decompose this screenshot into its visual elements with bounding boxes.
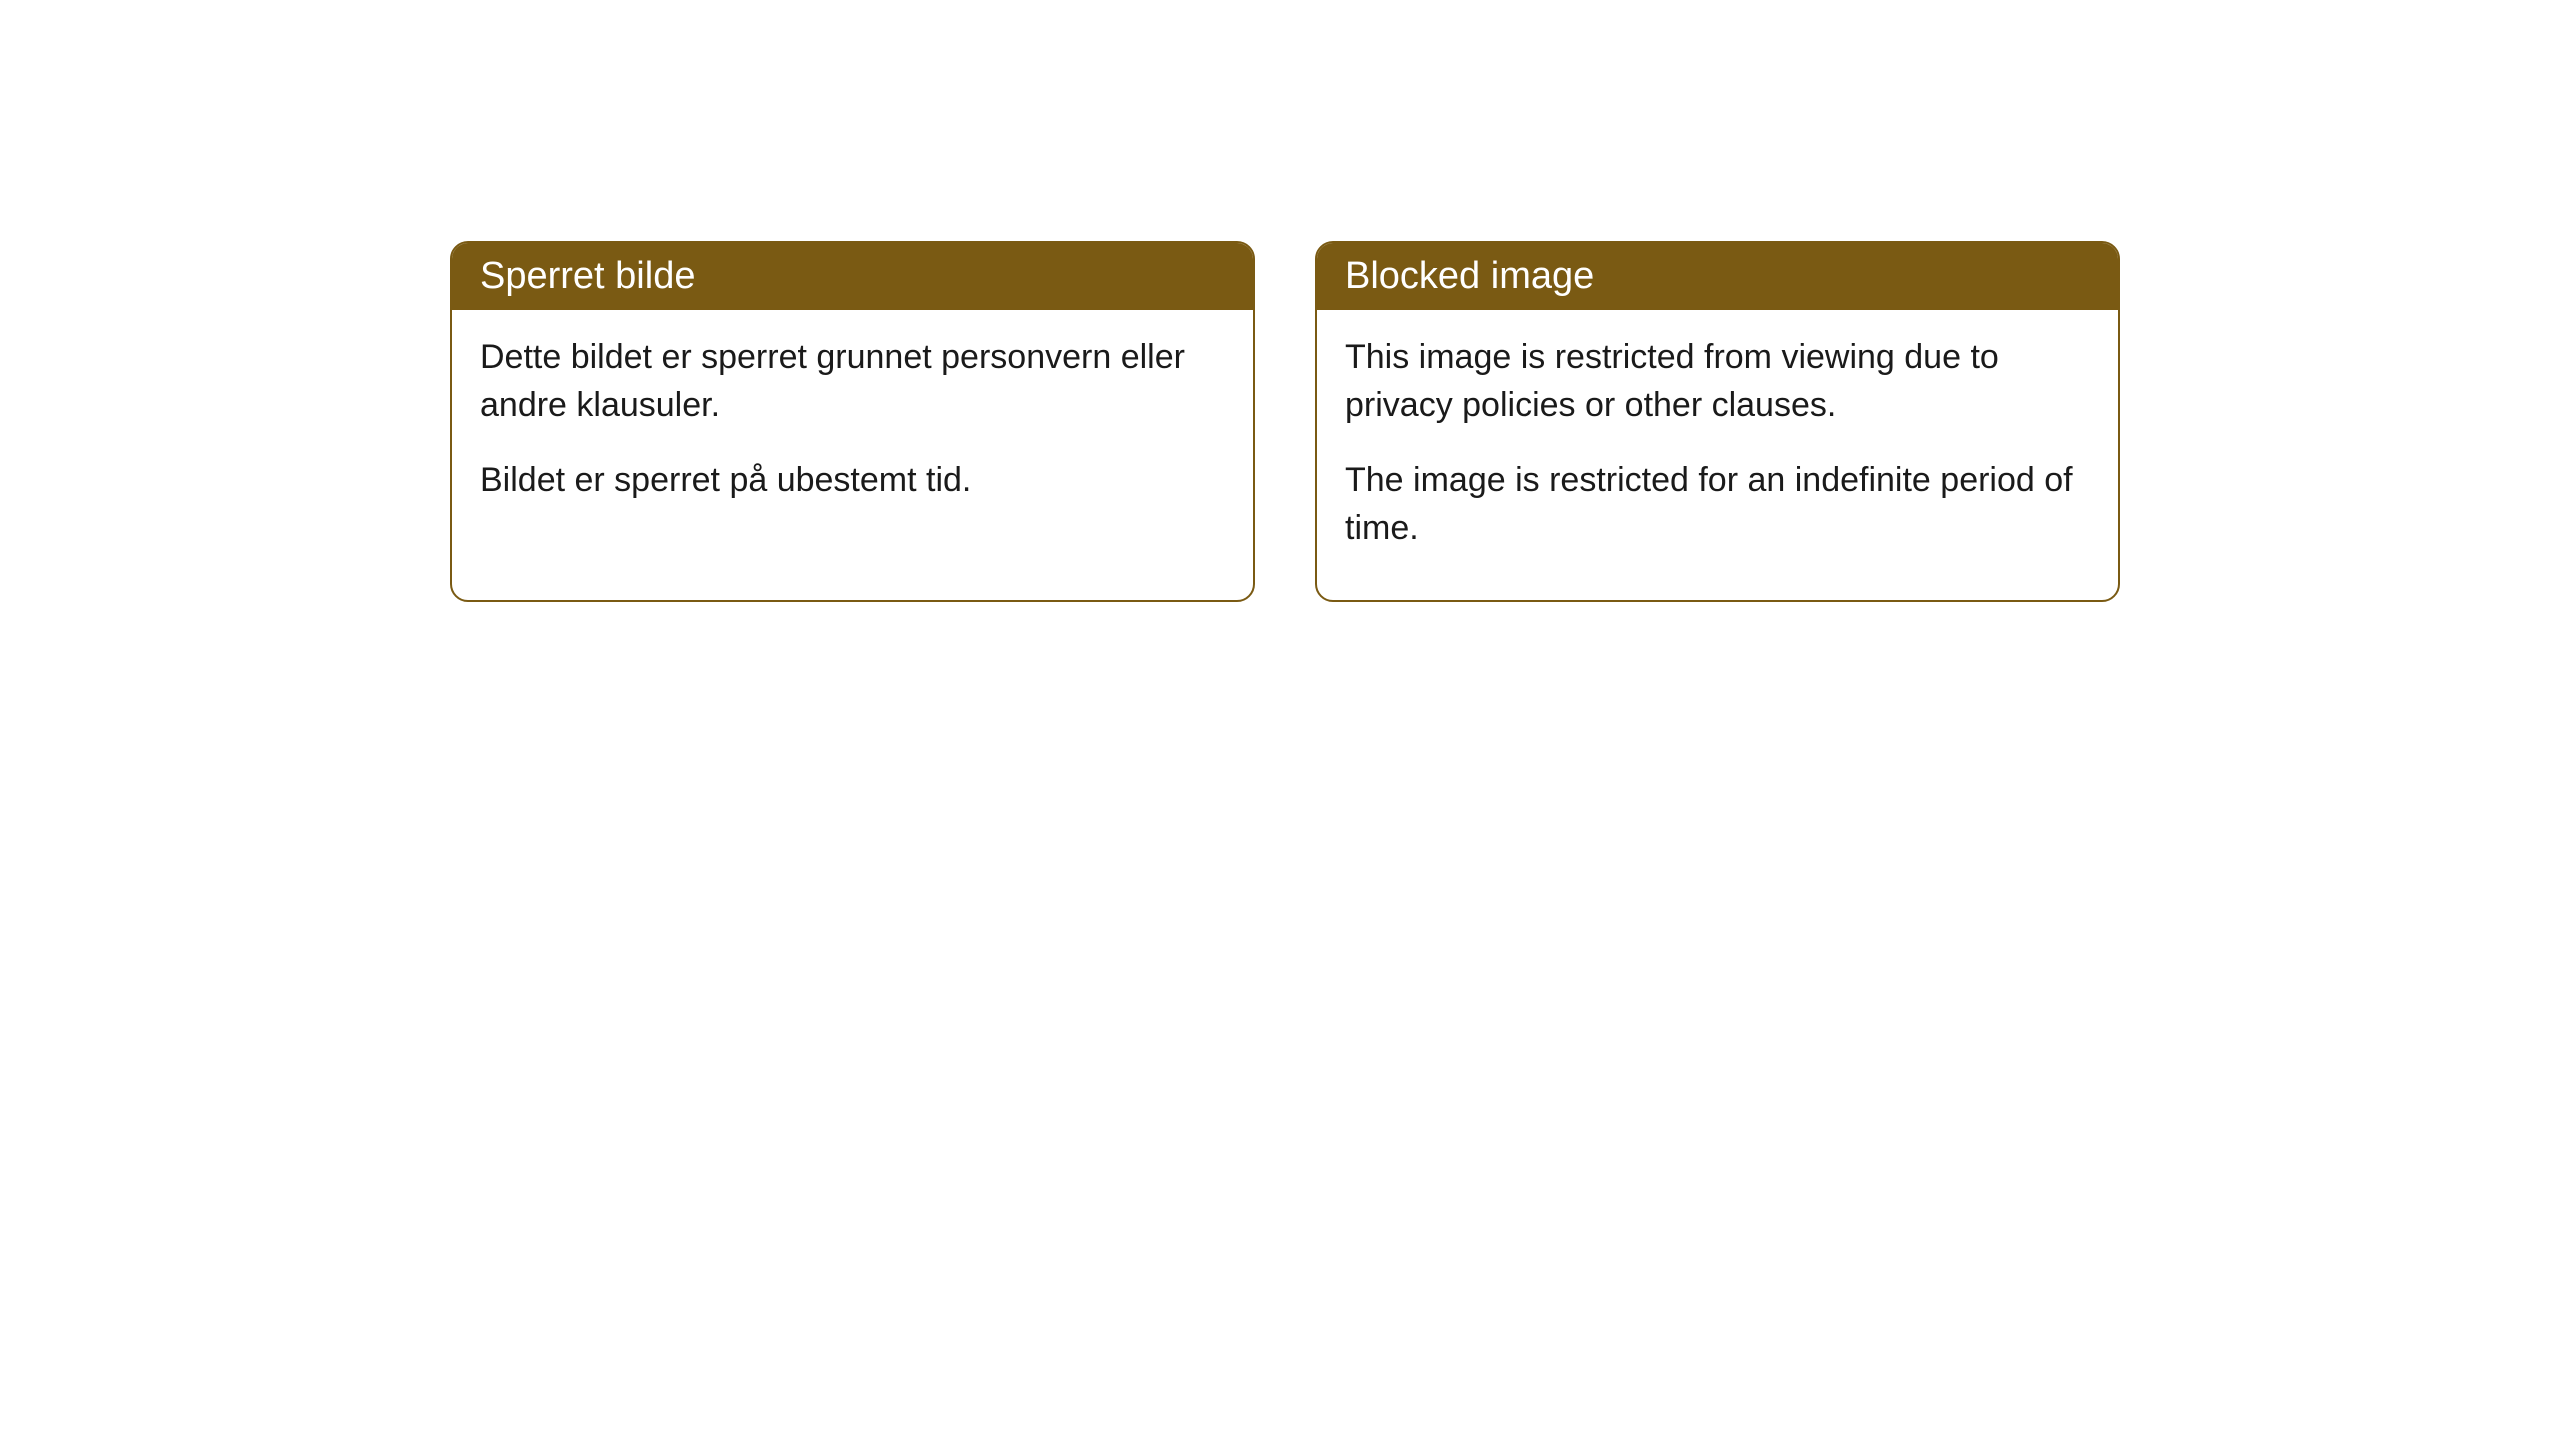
card-para2-no: Bildet er sperret på ubestemt tid. bbox=[480, 457, 1225, 505]
card-header-no: Sperret bilde bbox=[452, 243, 1253, 310]
card-title-no: Sperret bilde bbox=[480, 255, 695, 297]
card-title-en: Blocked image bbox=[1345, 255, 1594, 297]
blocked-image-card-en: Blocked image This image is restricted f… bbox=[1315, 241, 2120, 602]
card-body-no: Dette bildet er sperret grunnet personve… bbox=[452, 310, 1253, 553]
notice-cards-container: Sperret bilde Dette bildet er sperret gr… bbox=[450, 241, 2120, 602]
card-body-en: This image is restricted from viewing du… bbox=[1317, 310, 2118, 600]
blocked-image-card-no: Sperret bilde Dette bildet er sperret gr… bbox=[450, 241, 1255, 602]
card-para1-en: This image is restricted from viewing du… bbox=[1345, 334, 2090, 429]
card-para1-no: Dette bildet er sperret grunnet personve… bbox=[480, 334, 1225, 429]
card-header-en: Blocked image bbox=[1317, 243, 2118, 310]
card-para2-en: The image is restricted for an indefinit… bbox=[1345, 457, 2090, 552]
